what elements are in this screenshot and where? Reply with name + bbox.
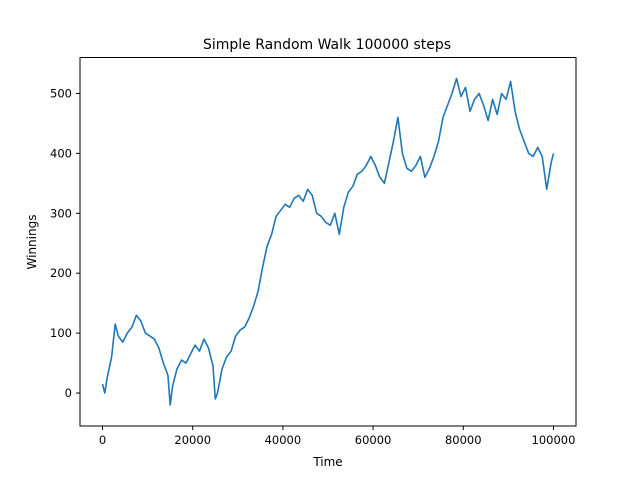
y-axis-label: Winnings [25, 215, 39, 270]
x-tick-label: 40000 [265, 433, 302, 447]
chart-title: Simple Random Walk 100000 steps [203, 37, 451, 53]
y-tick-label: 500 [50, 86, 72, 100]
y-tick-label: 0 [65, 386, 72, 400]
y-tick-label: 400 [50, 146, 72, 160]
x-tick-label: 60000 [355, 433, 392, 447]
x-tick-label: 100000 [532, 433, 576, 447]
y-tick-label: 300 [50, 206, 72, 220]
plot-area-frame [79, 57, 577, 427]
y-tick-label: 200 [50, 266, 72, 280]
x-axis-label: Time [312, 455, 342, 469]
x-axis-ticks: 0 20000 40000 60000 80000 100000 [99, 426, 576, 447]
x-tick-label: 20000 [174, 433, 211, 447]
x-tick-label: 80000 [445, 433, 482, 447]
random-walk-line [101, 77, 555, 406]
y-tick-label: 100 [50, 326, 72, 340]
x-tick-label: 0 [99, 433, 106, 447]
y-axis-ticks: 0 100 200 300 400 500 [50, 86, 80, 400]
